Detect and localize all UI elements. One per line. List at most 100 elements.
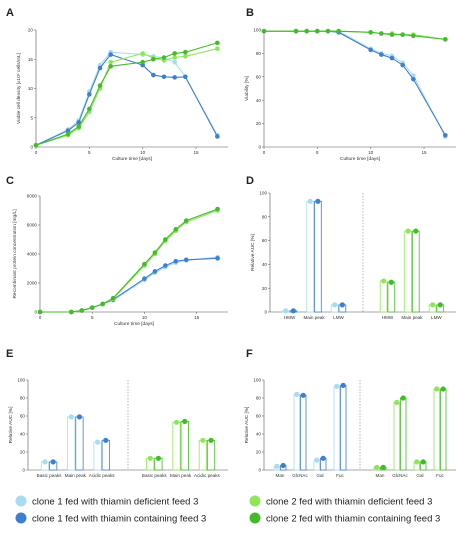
data-point [215, 46, 220, 52]
category-label: LMW [431, 315, 442, 320]
data-point [293, 28, 299, 34]
bar [333, 385, 340, 471]
data-point [183, 49, 188, 55]
panel-label-d: D [246, 175, 254, 187]
data-point [389, 55, 395, 61]
data-point [304, 28, 309, 34]
y-tick-label: 0 [34, 310, 37, 315]
data-point [315, 28, 320, 34]
category-label: Gal [316, 473, 323, 478]
bar-point [76, 414, 83, 420]
category-label: GlcNAc [392, 473, 408, 478]
series-c1_def [37, 254, 220, 315]
bar-point [380, 464, 386, 470]
data-point [65, 131, 71, 137]
series-line [40, 256, 218, 313]
y-tick-label: 20 [28, 28, 34, 33]
x-tick-label: 5 [88, 150, 91, 155]
series-line [264, 30, 446, 137]
data-point [100, 301, 105, 307]
bar-point [314, 457, 320, 463]
legend-marker [249, 512, 261, 524]
y-tick-label: 40 [256, 98, 262, 103]
x-axis-label: Culture time [days] [340, 156, 380, 162]
category-label: Main peak [303, 315, 325, 320]
bar-point [42, 459, 48, 465]
legend: clone 1 fed with thiamin deficient feed … [15, 495, 440, 525]
data-point [89, 305, 95, 310]
bar [399, 397, 407, 471]
data-point [368, 47, 373, 53]
bar [67, 416, 76, 471]
x-tick-label: 10 [142, 315, 148, 320]
y-axis-label: Viable cell density [x10⁶ cells/mL] [16, 53, 22, 124]
bar-point [374, 464, 380, 470]
chart-f: 0 20 40 60 80 100 Relative AUC [%] Man GlcNAc Gal… [244, 378, 456, 478]
data-point [400, 62, 405, 68]
data-point [215, 206, 220, 212]
y-tick-label: 10 [28, 86, 34, 91]
data-point [69, 309, 74, 315]
data-point [108, 63, 113, 69]
legend-item-c2_con: clone 2 fed with thiamin containing feed… [249, 512, 440, 525]
series-line [264, 30, 446, 136]
bar-point [429, 302, 436, 308]
data-point [183, 54, 188, 59]
y-axis-label: Recombinant protein concentration [mg/L] [12, 209, 18, 298]
x-tick-label: 15 [194, 315, 200, 320]
legend-item-c1_con: clone 1 fed with thiamin containing feed… [15, 512, 206, 525]
series-line [40, 209, 218, 313]
x-axis-label: Culture time [days] [112, 156, 152, 162]
legend-marker [15, 512, 27, 524]
y-tick-label: 0 [258, 145, 261, 150]
y-tick-label: 2000 [27, 281, 38, 286]
bar-point [200, 437, 206, 443]
data-point [108, 52, 113, 57]
data-point [443, 133, 448, 138]
charts: 0 5 10 15 20 Viable cell density [x10⁶ cells/… [8, 28, 456, 478]
bar [379, 280, 388, 313]
y-tick-label: 40 [262, 262, 268, 267]
data-point [65, 128, 71, 133]
bar [393, 402, 400, 471]
series-line [264, 30, 446, 40]
bar [180, 420, 189, 471]
data-point [163, 263, 168, 268]
legend-label: clone 2 fed with thiamin containing feed… [266, 514, 440, 525]
bar-point [147, 455, 153, 461]
y-tick-label: 20 [262, 286, 268, 291]
y-axis-label: Relative AUC [%] [250, 234, 256, 271]
bar-point [68, 414, 74, 420]
panel-label-e: E [6, 348, 13, 360]
y-tick-label: 100 [253, 378, 261, 383]
category-label: Basic peaks [37, 473, 62, 478]
y-tick-label: 6000 [27, 223, 38, 228]
series-c2_con [261, 28, 448, 42]
bar-point [173, 419, 180, 425]
data-point [215, 40, 220, 46]
bar [101, 439, 110, 471]
y-tick-label: 100 [259, 191, 267, 196]
bar [172, 421, 181, 471]
x-tick-label: 0 [35, 150, 38, 155]
y-tick-label: 0 [30, 145, 33, 150]
data-point [368, 30, 373, 35]
y-axis-label: Viability [%] [244, 76, 250, 101]
bar-point [95, 439, 101, 445]
data-point [37, 309, 43, 315]
y-tick-label: 80 [20, 396, 26, 401]
x-tick-label: 5 [316, 150, 319, 155]
bar-point [340, 382, 346, 388]
y-tick-label: 20 [256, 121, 262, 126]
legend-item-c2_def: clone 2 fed with thiamin deficient feed … [249, 495, 432, 508]
y-tick-label: 5 [30, 115, 33, 120]
data-point [140, 51, 145, 56]
data-point [173, 227, 179, 232]
bar [411, 230, 420, 313]
category-label: Main peak [170, 473, 192, 478]
y-tick-label: 100 [17, 378, 25, 383]
bar [339, 384, 347, 471]
data-point [183, 257, 189, 263]
data-point [183, 218, 189, 223]
